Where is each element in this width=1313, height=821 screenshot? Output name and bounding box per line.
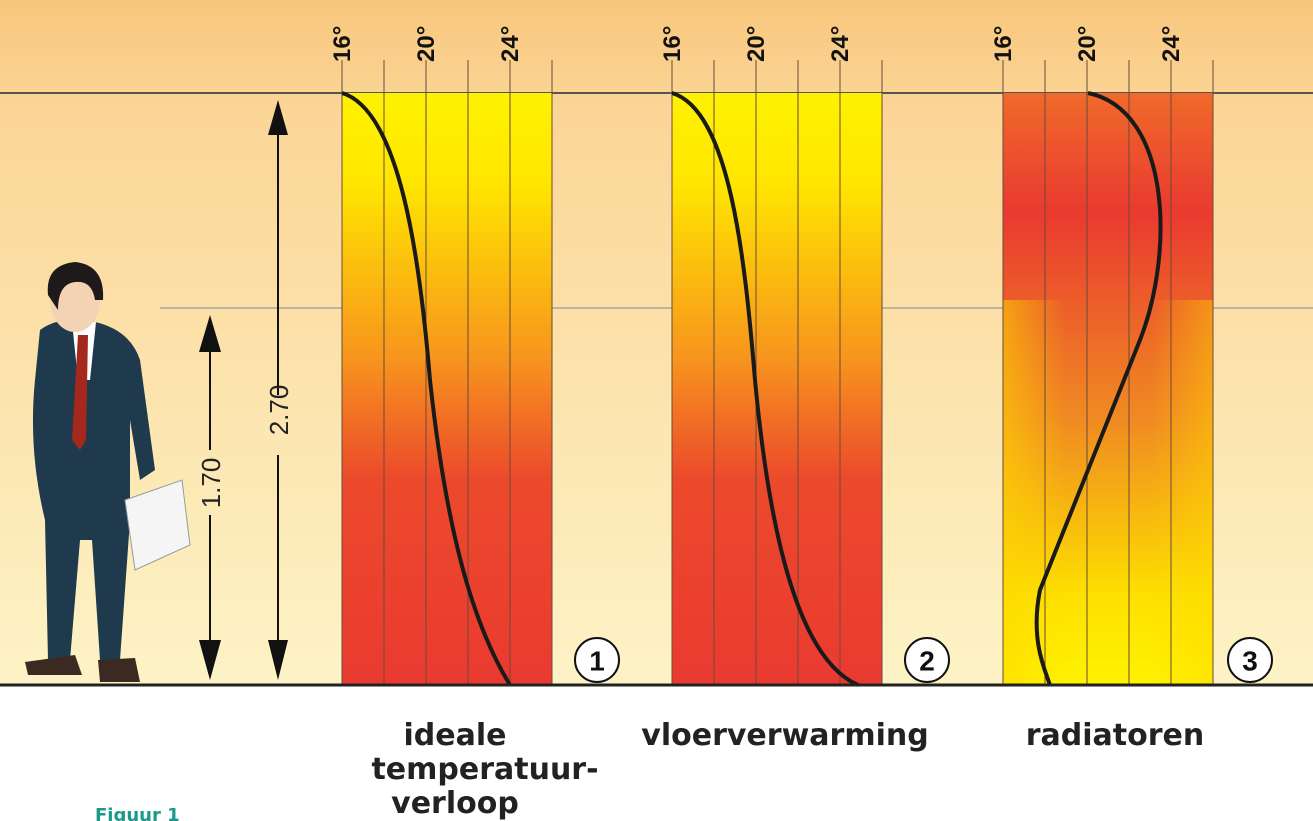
number-circle: [1227, 637, 1273, 683]
temperature-band: [342, 93, 552, 685]
dimension-label: 2.70: [264, 385, 294, 436]
temperature-curve: [671, 91, 859, 687]
panel-label: verloop: [391, 786, 519, 821]
temperature-band-overlay: [1003, 300, 1213, 685]
tick-label: 24°: [827, 26, 854, 62]
panel-number: 3: [1242, 646, 1258, 677]
caption: Figuur 1: [95, 805, 180, 821]
dimension-arrows: [199, 100, 288, 680]
tick-label: 16°: [990, 26, 1017, 62]
person-illustration: [25, 262, 191, 682]
number-circle: [574, 637, 620, 683]
panel-label: temperatuur-: [371, 752, 598, 787]
panel-number: 1: [589, 646, 605, 677]
number-circle: [904, 637, 950, 683]
dimension-label: 1.70: [196, 458, 226, 509]
tick-label: 20°: [1074, 26, 1101, 62]
panel-number: 2: [919, 646, 935, 677]
tick-label: 20°: [413, 26, 440, 62]
tick-label: 24°: [1158, 26, 1185, 62]
panel-label: vloerverwarming: [641, 718, 928, 753]
tick-label: 20°: [743, 26, 770, 62]
tick-label: 16°: [659, 26, 686, 62]
temperature-band: [672, 93, 882, 685]
panel-label: ideale: [404, 718, 507, 753]
temperature-curve: [1034, 91, 1163, 686]
temperature-curve: [341, 91, 512, 687]
tick-label: 16°: [329, 26, 356, 62]
panel-label: radiatoren: [1026, 718, 1205, 753]
tick-label: 24°: [497, 26, 524, 62]
